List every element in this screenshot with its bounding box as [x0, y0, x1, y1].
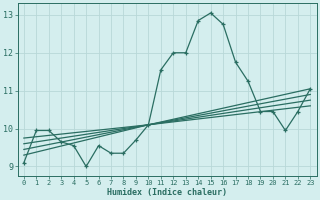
X-axis label: Humidex (Indice chaleur): Humidex (Indice chaleur) [107, 188, 227, 197]
